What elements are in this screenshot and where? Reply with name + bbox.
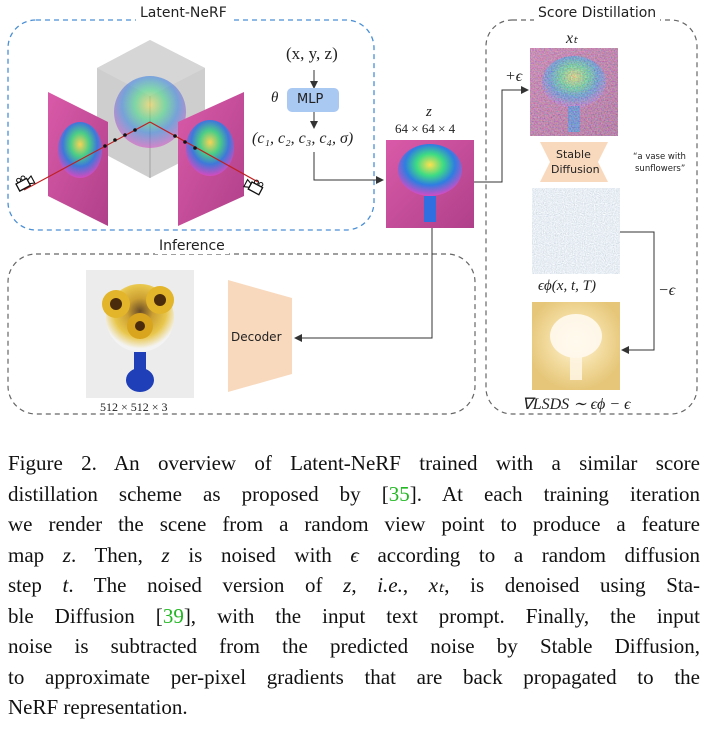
caption-text: , is denoised using Sta- [444, 573, 701, 597]
caption-text: distillation scheme as proposed by [ [8, 481, 389, 506]
caption-text: to approximate per-pixel gradients that … [8, 664, 700, 689]
caption-text: Figure 2. An overview of Latent-NeRF tra… [8, 451, 700, 475]
figure-caption: Figure 2. An overview of Latent-NeRF tra… [8, 448, 700, 723]
caption-math: z [62, 542, 71, 567]
z-dims-label: 64 × 64 × 4 [395, 121, 456, 136]
predicted-noise-map [532, 188, 620, 274]
caption-text: NeRF representation. [8, 695, 188, 719]
caption-text: we render the scene from a random view p… [8, 512, 700, 536]
stable-diffusion-block [540, 142, 608, 182]
caption-text: according to a random diffusion [358, 542, 700, 567]
z-label: z [426, 104, 432, 120]
mlp-block [287, 88, 339, 112]
plus-eps-label: +ϵ [505, 68, 523, 85]
score-distillation-title: Score Distillation [534, 5, 661, 21]
caption-line: noise is subtracted from the predicted n… [8, 631, 700, 662]
caption-math: t [62, 573, 69, 597]
latent-nerf-title: Latent-NeRF [136, 5, 231, 21]
latent-feature-map [386, 140, 474, 228]
caption-text: noise is subtracted from the predicted n… [8, 634, 700, 658]
stable-diffusion-label-2: Diffusion [551, 163, 600, 176]
mlp-label: MLP [297, 92, 324, 107]
xyz-label: (x, y, z) [286, 44, 338, 63]
prompt-line-2: sunflowers” [635, 164, 686, 174]
sds-gradient-map [532, 302, 620, 390]
decoder-label: Decoder [231, 330, 282, 344]
caption-text: step [8, 573, 63, 597]
caption-italic: i.e. [377, 573, 403, 597]
caption-text: . The noised version of [68, 573, 344, 597]
output-dims-label: 512 × 512 × 3 [100, 400, 168, 414]
caption-text: ble Diffusion [ [8, 603, 163, 628]
decoder-block [228, 280, 292, 392]
xt-label: xₜ [566, 30, 578, 47]
caption-line: step t. The noised version of z, i.e., x… [8, 570, 700, 601]
stable-diffusion-label-1: Stable [556, 148, 591, 161]
score-distillation-panel [485, 19, 698, 415]
inference-panel [7, 253, 476, 415]
minus-eps-label: −ϵ [658, 282, 676, 299]
caption-math: ϵ [350, 542, 359, 567]
caption-line: distillation scheme as proposed by [35].… [8, 479, 700, 510]
caption-text: , [402, 573, 429, 597]
caption-line: Figure 2. An overview of Latent-NeRF tra… [8, 448, 700, 479]
caption-math: z [161, 542, 170, 567]
citation-link[interactable]: 35 [388, 481, 410, 506]
nerf-scene-illustration [15, 40, 264, 226]
caption-math: xₜ [428, 573, 445, 597]
caption-line: NeRF representation. [8, 692, 700, 723]
caption-text: , [351, 573, 378, 597]
caption-line: ble Diffusion [39], with the input text … [8, 601, 700, 632]
caption-text: map [8, 542, 63, 567]
eps-phi-label: ϵϕ(x, t, T) [538, 278, 596, 294]
caption-text: ]. At each training iteration [409, 481, 700, 506]
caption-line: to approximate per-pixel gradients that … [8, 662, 700, 693]
noised-latent-xt [530, 48, 618, 136]
overview-diagram [7, 19, 698, 415]
inference-output-image [86, 270, 194, 398]
camera-icon [242, 178, 264, 196]
inference-title: Inference [155, 238, 229, 254]
caption-text: ], with the input text prompt. Finally, … [183, 603, 700, 628]
caption-line: map z. Then, z is noised with ϵ accordin… [8, 540, 700, 571]
citation-link[interactable]: 39 [162, 603, 184, 628]
caption-line: we render the scene from a random view p… [8, 509, 700, 540]
caption-math: z [343, 573, 352, 597]
caption-text: is noised with [169, 542, 351, 567]
mlp-outputs-label: (c₁, c₂, c₃, c₄, σ) [252, 130, 354, 147]
camera-icon [15, 175, 36, 192]
sds-gradient-label: ∇LSDS ∼ ϵϕ − ϵ [522, 396, 631, 413]
prompt-line-1: “a vase with [633, 152, 686, 162]
caption-text: . Then, [70, 542, 162, 567]
theta-label: θ [271, 90, 279, 106]
